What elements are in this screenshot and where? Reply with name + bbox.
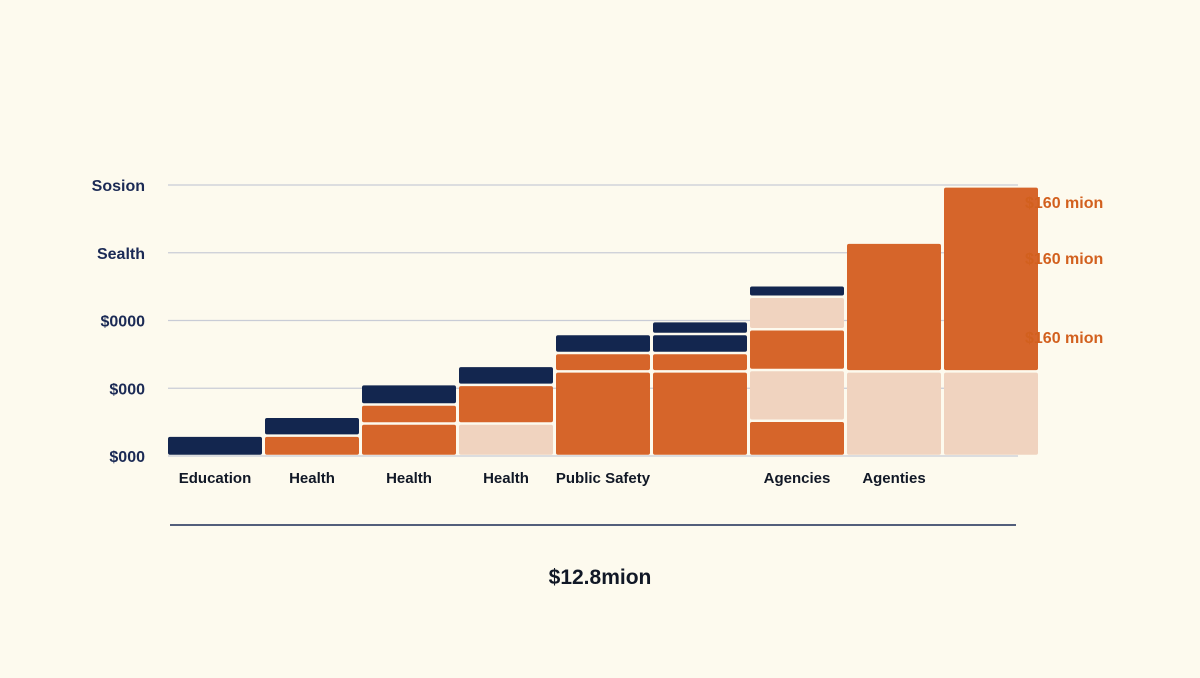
bar-segment-orange xyxy=(750,330,844,369)
bar-segment-navy xyxy=(653,335,747,352)
value-annotation: $160 mion xyxy=(1025,195,1103,212)
total-label: $12.8mion xyxy=(548,566,652,589)
bar-segment-orange xyxy=(944,187,1038,371)
bar-segment-peach xyxy=(750,298,844,329)
bar-segment-orange xyxy=(362,424,456,455)
bar-segment-navy xyxy=(750,286,844,296)
bar-segment-navy xyxy=(168,436,262,455)
bar-segment-orange xyxy=(847,243,941,371)
bar-segment-navy xyxy=(265,417,359,435)
bar-segment-peach xyxy=(750,371,844,420)
bar-segment-orange xyxy=(556,354,650,371)
value-annotation: $160 mion xyxy=(1025,251,1103,268)
x-category-label: Health xyxy=(289,470,335,487)
y-tick-label: Sosion xyxy=(92,178,145,195)
y-tick-label: $000 xyxy=(109,381,145,398)
bar-segment-navy xyxy=(556,335,650,352)
bar-segment-orange xyxy=(362,405,456,423)
x-category-label: Health xyxy=(386,470,432,487)
bar-segment-orange xyxy=(265,436,359,455)
bar-segment-navy xyxy=(362,385,456,404)
x-category-label: Education xyxy=(179,470,252,487)
bar-segment-peach xyxy=(944,372,1038,455)
bar-segment-orange xyxy=(556,372,650,455)
bar-segment-navy xyxy=(653,322,747,333)
x-category-label: Health xyxy=(483,470,529,487)
bar-segment-orange xyxy=(459,386,553,423)
y-tick-label: $000 xyxy=(109,449,145,466)
bar-segment-peach xyxy=(847,372,941,455)
bar-segment-peach xyxy=(459,424,553,455)
bar-segment-orange xyxy=(653,354,747,371)
bar-segment-navy xyxy=(459,367,553,384)
y-tick-label: Sealth xyxy=(97,246,145,263)
x-category-label: Agencies xyxy=(764,470,831,487)
x-category-label: Agenties xyxy=(862,470,925,487)
bar-segment-orange xyxy=(750,422,844,455)
x-category-label: Public Safety xyxy=(556,470,651,487)
bar-segment-orange xyxy=(653,372,747,455)
value-annotation: $160 mion xyxy=(1025,330,1103,347)
y-tick-label: $0000 xyxy=(101,314,146,331)
